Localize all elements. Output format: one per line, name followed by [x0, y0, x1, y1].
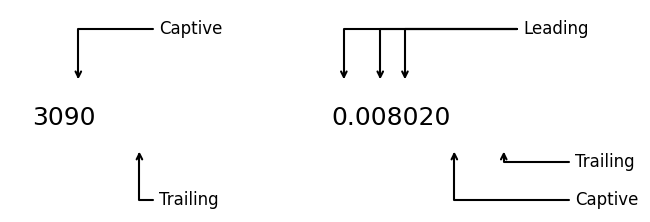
- Text: Captive: Captive: [575, 191, 638, 209]
- Text: 0.008020: 0.008020: [332, 106, 451, 130]
- Text: Leading: Leading: [523, 20, 589, 38]
- Text: Trailing: Trailing: [159, 191, 219, 209]
- Text: 3090: 3090: [32, 106, 96, 130]
- Text: Captive: Captive: [159, 20, 222, 38]
- Text: Trailing: Trailing: [575, 153, 635, 171]
